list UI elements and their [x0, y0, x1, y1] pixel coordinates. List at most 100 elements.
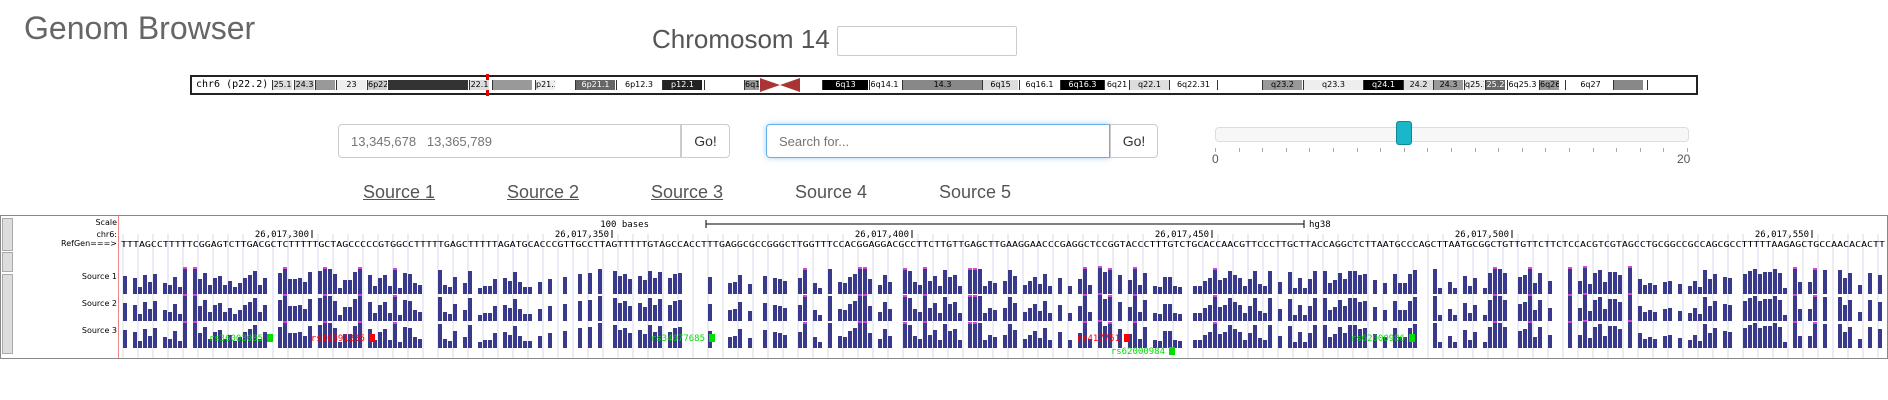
coverage-bar: [1158, 314, 1162, 321]
coverage-bar: [1548, 281, 1552, 294]
coverage-peak: [1133, 267, 1137, 269]
ideogram-band[interactable]: [704, 80, 744, 90]
ideogram-band[interactable]: 6q13: [822, 80, 868, 90]
ideogram-band[interactable]: p21.3: [535, 80, 555, 90]
ideogram-band[interactable]: q23.2: [1262, 80, 1302, 90]
search-go-button[interactable]: Go!: [1110, 124, 1158, 158]
ideogram-band[interactable]: 6p12.3: [616, 80, 661, 90]
coverage-bar: [923, 267, 927, 294]
coverage-bar: [1503, 300, 1507, 321]
coverage-bar: [1023, 312, 1027, 321]
coverage-bar: [438, 324, 442, 348]
coverage-bar: [338, 315, 342, 321]
ideogram-band[interactable]: 6q16.1: [1019, 80, 1059, 90]
coverage-bar: [1783, 315, 1787, 321]
ideogram-band[interactable]: 6q14.1: [869, 80, 899, 90]
track-side-button-ruler[interactable]: [2, 218, 13, 251]
ideogram-band[interactable]: [1613, 80, 1643, 90]
ideogram-band[interactable]: 22.1: [469, 80, 489, 90]
coverage-bar: [143, 302, 147, 321]
assembly-label: hg38: [1309, 220, 1331, 230]
coverage-bar: [318, 325, 322, 348]
coverage-bar: [288, 333, 292, 348]
coverage-bar: [738, 302, 742, 321]
coverage-bar: [1748, 325, 1752, 348]
position-range-input[interactable]: [338, 124, 681, 158]
coverage-bar: [1068, 313, 1072, 321]
chromosome-ideogram[interactable]: chr6 (p22.2) 25.124.3236p22.322.1p21.36p…: [190, 74, 1698, 96]
source-5-link[interactable]: Source 5: [939, 182, 1012, 202]
ideogram-band[interactable]: 6q26: [1539, 80, 1559, 90]
coverage-bar: [1133, 267, 1137, 294]
ideogram-band[interactable]: p12.1: [662, 80, 702, 90]
coverage-bar: [123, 303, 127, 321]
ideogram-band[interactable]: 24.3: [1433, 80, 1463, 90]
genome-track-panel[interactable]: Scale chr6: RefGen===> Source 1 Source 2…: [0, 215, 1888, 359]
coverage-bar: [1323, 325, 1327, 348]
coverage-bar: [1393, 274, 1397, 294]
source-3-link[interactable]: Source 3: [651, 182, 724, 202]
ideogram-band[interactable]: 23: [336, 80, 366, 90]
track-side-button-sources[interactable]: [2, 274, 13, 354]
coverage-bar: [1338, 327, 1342, 348]
coverage-bar: [1133, 294, 1137, 321]
coverage-bar: [1128, 307, 1132, 321]
ideogram-band[interactable]: 6q21: [1104, 80, 1129, 90]
ideogram-band[interactable]: [315, 80, 335, 90]
coverage-bar: [803, 322, 807, 348]
coverage-bar: [1293, 342, 1297, 348]
coverage-bar: [1868, 327, 1872, 348]
source-4-link[interactable]: Source 4: [795, 182, 868, 202]
coverage-bar: [343, 334, 347, 348]
coverage-bar: [643, 334, 647, 348]
ideogram-band[interactable]: q25.1: [1464, 80, 1484, 90]
ideogram-band[interactable]: 24.2: [1403, 80, 1433, 90]
coverage-bar: [1493, 294, 1497, 321]
coverage-bar: [1028, 308, 1032, 321]
ideogram-band[interactable]: 24.3: [294, 80, 314, 90]
coverage-bar: [1483, 342, 1487, 348]
ideogram-band[interactable]: [1647, 80, 1692, 90]
coverage-bar: [1688, 340, 1692, 348]
position-go-button[interactable]: Go!: [681, 124, 730, 158]
search-input[interactable]: [766, 124, 1110, 158]
ideogram-band[interactable]: 6q16.3: [1060, 80, 1104, 90]
coverage-bar: [1028, 335, 1032, 348]
ideogram-band[interactable]: 25.2: [1485, 80, 1505, 90]
coverage-bar: [883, 329, 887, 348]
ideogram-band[interactable]: 25.1: [272, 80, 292, 90]
track-canvas[interactable]: 100 bases hg38 26,017,300 26,017,350 26,017,…: [119, 216, 1888, 358]
coverage-bar: [283, 294, 287, 321]
ideogram-band[interactable]: 6q22.31: [1169, 80, 1217, 90]
coverage-bar: [1008, 324, 1012, 348]
coverage-bar: [1153, 286, 1157, 294]
ideogram-band[interactable]: 6q15: [982, 80, 1018, 90]
coverage-bar: [383, 329, 387, 348]
coverage-bar: [848, 331, 852, 348]
ideogram-band[interactable]: q23.3: [1303, 80, 1363, 90]
ideogram-band[interactable]: 6p21.1: [575, 80, 615, 90]
ideogram-band[interactable]: [492, 80, 532, 90]
coverage-peak: [358, 294, 362, 296]
ideogram-band[interactable]: 6q25.3: [1507, 80, 1537, 90]
coverage-bar: [418, 312, 422, 321]
track-side-button-refgene[interactable]: [2, 252, 13, 272]
ideogram-band[interactable]: 6q27: [1565, 80, 1615, 90]
source-2-link[interactable]: Source 2: [507, 182, 580, 202]
ideogram-band[interactable]: q24.1: [1363, 80, 1403, 90]
ideogram-band[interactable]: [388, 80, 468, 90]
ideogram-band[interactable]: 6q12: [744, 80, 759, 90]
chromosome-input[interactable]: [837, 26, 1017, 56]
coverage-peak: [923, 321, 927, 323]
coverage-bar: [1258, 284, 1262, 294]
ideogram-band[interactable]: 14.3: [902, 80, 982, 90]
coverage-bar: [1578, 281, 1582, 294]
zoom-slider-handle[interactable]: [1395, 121, 1412, 145]
source-1-link[interactable]: Source 1: [363, 182, 436, 202]
ideogram-band[interactable]: [1217, 80, 1262, 90]
coverage-bar: [1288, 272, 1292, 294]
coverage-bar: [1098, 293, 1102, 321]
zoom-slider-track[interactable]: [1215, 127, 1689, 142]
ideogram-band[interactable]: q22.1: [1129, 80, 1169, 90]
